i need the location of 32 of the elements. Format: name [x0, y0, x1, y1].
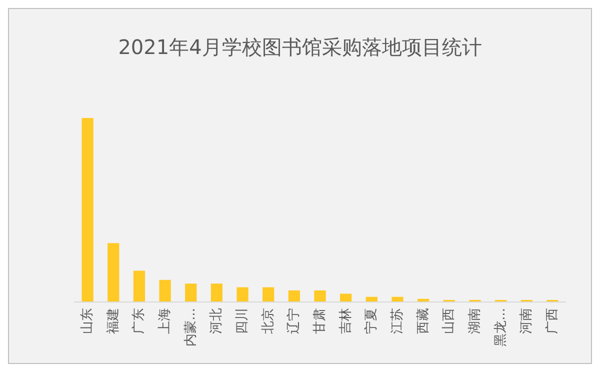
chart-title: 2021年4月学校图书馆采购落地项目统计 — [118, 35, 482, 59]
bar — [210, 284, 223, 302]
bar — [236, 287, 248, 302]
bar — [392, 296, 404, 302]
x-tick-label: 内蒙... — [183, 308, 198, 346]
x-tick-label: 北京 — [260, 308, 276, 334]
bar — [82, 118, 94, 302]
x-tick-label: 河南 — [519, 308, 534, 334]
x-tick-label: 福建 — [106, 308, 121, 334]
bar — [108, 243, 120, 302]
x-tick-label: 四川 — [235, 308, 250, 334]
x-tick-label: 宁夏 — [363, 308, 380, 334]
bar — [159, 280, 171, 302]
bar — [133, 270, 146, 302]
bar — [288, 290, 300, 302]
x-tick-label: 湖南 — [467, 308, 482, 334]
x-tick-label: 吉林 — [338, 308, 354, 334]
x-tick-label: 山东 — [80, 308, 96, 334]
x-tick-label: 山西 — [442, 308, 457, 334]
bar — [340, 294, 352, 302]
x-tick-label: 甘肃 — [312, 308, 328, 334]
x-tick-label: 广东 — [132, 308, 147, 334]
x-tick-label: 江苏 — [390, 308, 405, 334]
x-tick-label: 西藏 — [416, 308, 431, 334]
bar — [185, 284, 197, 302]
x-tick-label: 辽宁 — [286, 308, 302, 334]
x-tick-label: 上海 — [158, 308, 173, 334]
x-tick-label: 广西 — [544, 308, 560, 334]
x-tick-label: 黑龙... — [493, 308, 508, 346]
bar — [262, 287, 274, 302]
bar — [314, 290, 326, 302]
x-tick-label: 河北 — [209, 308, 224, 334]
